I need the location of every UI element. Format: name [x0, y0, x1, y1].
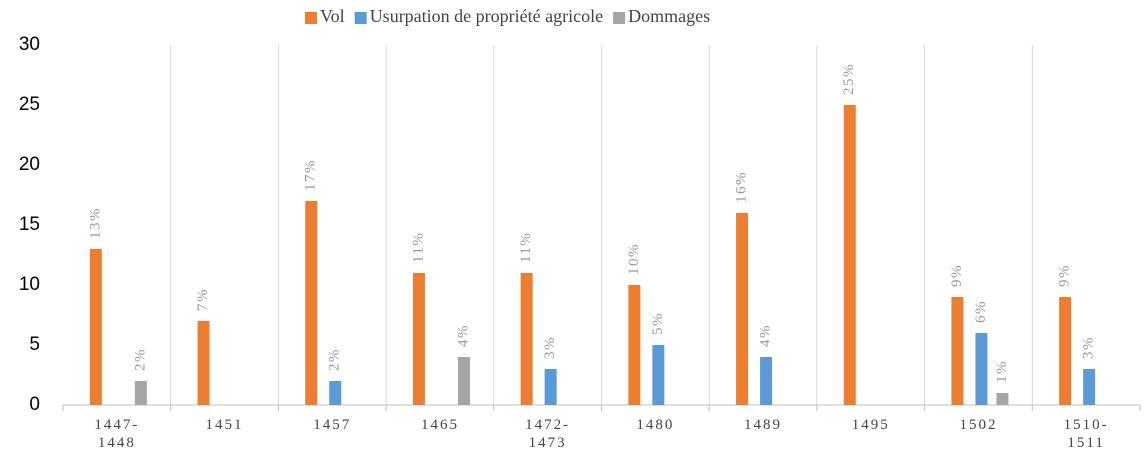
legend-label: Usurpation de propriété agricole: [370, 6, 603, 26]
x-tick-label-line: 1457: [313, 417, 351, 433]
x-tick-label: 1489: [744, 417, 782, 433]
x-tick-label-line: 1510-: [1064, 417, 1109, 433]
y-tick-label: 10: [19, 274, 40, 295]
y-tick-label: 30: [19, 34, 40, 55]
x-tick-label: 1480: [636, 417, 674, 433]
bar: [1059, 297, 1072, 405]
bar: [951, 297, 964, 405]
x-tick-label: 1472- 1473: [525, 417, 570, 451]
x-tick-label-line: 1489: [744, 417, 782, 433]
legend-swatch: [354, 12, 367, 24]
value-label: 9%: [949, 264, 965, 287]
bar: [412, 273, 425, 405]
bar: [544, 369, 557, 405]
bar: [520, 273, 533, 405]
bar: [134, 381, 147, 405]
bar: [628, 285, 641, 405]
x-tick-label-line: 1472-: [525, 417, 570, 433]
x-tick-label-line: 1511: [1067, 435, 1104, 451]
value-label: 11%: [518, 232, 534, 263]
bar: [305, 201, 318, 405]
value-label: 3%: [1081, 336, 1097, 359]
value-label: 5%: [650, 312, 666, 335]
bar: [975, 333, 988, 405]
value-label: 10%: [626, 243, 642, 275]
legend-swatch: [613, 12, 626, 24]
bar: [843, 105, 856, 405]
bar: [736, 213, 749, 405]
bar: [996, 393, 1009, 405]
value-label: 9%: [1057, 264, 1073, 287]
value-label: 3%: [542, 336, 558, 359]
x-tick-label: 1510- 1511: [1064, 417, 1109, 451]
value-label: 1%: [994, 360, 1010, 383]
bar: [329, 381, 342, 405]
value-label: 25%: [841, 63, 857, 95]
legend-label: Dommages: [628, 6, 710, 26]
y-tick-label: 5: [29, 334, 40, 355]
bar: [652, 345, 665, 405]
value-label: 4%: [455, 324, 471, 347]
x-tick-label-line: 1495: [852, 417, 890, 433]
y-tick-label: 0: [29, 394, 40, 415]
legend-swatch: [305, 12, 317, 24]
x-tick-label-line: 1465: [421, 417, 459, 433]
x-tick-label-line: 1502: [959, 417, 997, 433]
x-tick-label: 1457: [313, 417, 351, 433]
y-tick-label: 25: [19, 94, 40, 115]
value-label: 17%: [303, 159, 319, 191]
legend-label: Vol: [320, 6, 345, 26]
value-label: 4%: [757, 324, 773, 347]
x-tick-label-line: 1473: [529, 435, 567, 451]
x-tick-label-line: 1451: [206, 417, 244, 433]
bar: [760, 357, 773, 405]
value-label: 11%: [410, 232, 426, 263]
y-tick-label: 20: [19, 154, 40, 175]
bar: [89, 249, 102, 405]
value-label: 7%: [195, 288, 211, 311]
x-tick-label-line: 1447-: [94, 417, 139, 433]
x-tick-label-line: 1448: [98, 435, 136, 451]
x-tick-label: 1465: [421, 417, 459, 433]
bar: [1083, 369, 1096, 405]
value-label: 13%: [87, 207, 103, 239]
x-tick-label-line: 1480: [636, 417, 674, 433]
x-tick-label: 1451: [206, 417, 244, 433]
value-label: 6%: [973, 300, 989, 323]
value-label: 2%: [132, 348, 148, 371]
bar: [457, 357, 470, 405]
y-tick-label: 15: [19, 214, 40, 235]
x-tick-label: 1502: [959, 417, 997, 433]
x-tick-label: 1447- 1448: [94, 417, 139, 451]
bar: [197, 321, 210, 405]
value-label: 2%: [327, 348, 343, 371]
x-tick-label: 1495: [852, 417, 890, 433]
value-label: 16%: [733, 171, 749, 203]
